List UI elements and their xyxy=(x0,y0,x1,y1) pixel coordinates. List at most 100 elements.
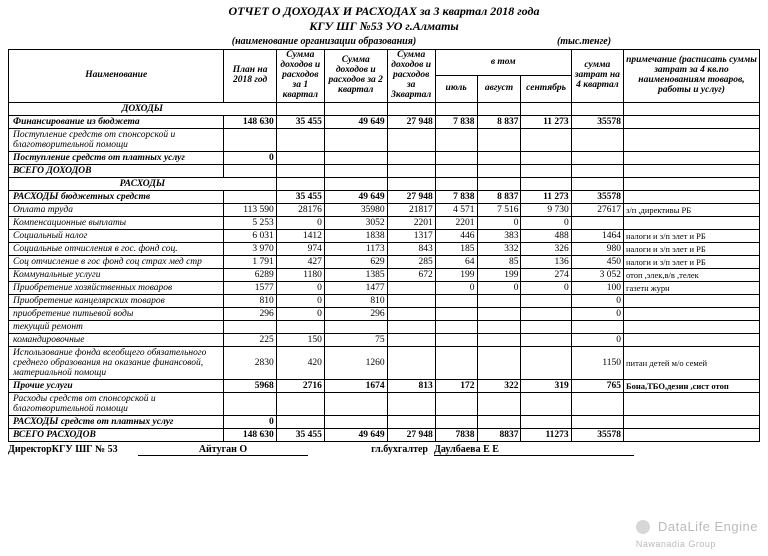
unit-note: (тыс.тенге) xyxy=(434,36,734,47)
row-value: 150 xyxy=(276,333,324,346)
row-value xyxy=(435,392,477,415)
row-value: 0 xyxy=(571,333,623,346)
row-value: 1260 xyxy=(324,346,387,379)
row-note xyxy=(623,294,759,307)
row-value xyxy=(521,128,571,151)
row-value: 11 273 xyxy=(521,115,571,128)
row-value xyxy=(435,164,477,177)
table-row: приобретение питьевой воды29602960 xyxy=(9,307,760,320)
row-value: 1317 xyxy=(387,229,435,242)
row-label: Приобретение хозяйственных товаров xyxy=(9,281,224,294)
h-q2: Сумма доходов и расходов за 2 квартал xyxy=(324,50,387,103)
row-value xyxy=(324,164,387,177)
row-value: 0 xyxy=(521,281,571,294)
row-value: 2716 xyxy=(276,379,324,392)
table-row: командировочные225150750 xyxy=(9,333,760,346)
row-note: Бона,ТБО,дезин ,сист отоп xyxy=(623,379,759,392)
row-value xyxy=(387,128,435,151)
row-value xyxy=(571,415,623,428)
h-aug: август xyxy=(477,76,521,102)
row-label: Использование фонда всеобщего обязательн… xyxy=(9,346,224,379)
section-header: ДОХОДЫ xyxy=(9,102,277,115)
row-label: Расходы средств от спонсорской и благотв… xyxy=(9,392,224,415)
row-value: 1 791 xyxy=(224,255,276,268)
row-value: 9 730 xyxy=(521,203,571,216)
row-value: 0 xyxy=(435,281,477,294)
table-row: Поступление средств от спонсорской и бла… xyxy=(9,128,760,151)
row-value: 446 xyxy=(435,229,477,242)
row-value xyxy=(276,164,324,177)
row-value xyxy=(435,346,477,379)
row-value: 49 649 xyxy=(324,115,387,128)
row-value xyxy=(521,164,571,177)
row-value: 35 455 xyxy=(276,428,324,441)
section-header: РАСХОДЫ xyxy=(9,177,277,190)
table-row: Компенсационные выплаты5 253030522201220… xyxy=(9,216,760,229)
row-value: 427 xyxy=(276,255,324,268)
table-row: РАСХОДЫ средств от платных услуг0 xyxy=(9,415,760,428)
empty-cell xyxy=(324,177,387,190)
row-label: ВСЕГО РАСХОДОВ xyxy=(9,428,224,441)
h-q3: Сумма доходов и расходов за 3квартал xyxy=(387,50,435,103)
row-value xyxy=(224,128,276,151)
org-name: КГУ ШГ №53 УО г.Алматы xyxy=(8,19,760,34)
row-label: Коммунальные услуги xyxy=(9,268,224,281)
row-note xyxy=(623,128,759,151)
watermark: DataLife Engine Nawanadia Group xyxy=(636,519,758,550)
h-sep: сентябрь xyxy=(521,76,571,102)
row-value: 322 xyxy=(477,379,521,392)
row-value: 27 948 xyxy=(387,190,435,203)
table-row: Коммунальные услуги628911801385672199199… xyxy=(9,268,760,281)
row-value xyxy=(435,415,477,428)
row-label: РАСХОДЫ бюджетных средств xyxy=(9,190,224,203)
row-label: РАСХОДЫ средств от платных услуг xyxy=(9,415,224,428)
row-value: 0 xyxy=(276,216,324,229)
row-value: 1150 xyxy=(571,346,623,379)
row-value: 7 516 xyxy=(477,203,521,216)
row-value: 810 xyxy=(224,294,276,307)
row-value: 7 838 xyxy=(435,115,477,128)
signature-row: ДиректорКГУ ШГ № 53 Айтуган О гл.бухгалт… xyxy=(8,444,760,456)
row-note: газетн журн xyxy=(623,281,759,294)
table-row: ВСЕГО ДОХОДОВ xyxy=(9,164,760,177)
row-note xyxy=(623,216,759,229)
row-value xyxy=(324,392,387,415)
row-value xyxy=(224,392,276,415)
row-label: Приобретение канцелярских товаров xyxy=(9,294,224,307)
row-value: 5968 xyxy=(224,379,276,392)
row-note: питан детей м/о семей xyxy=(623,346,759,379)
empty-cell xyxy=(324,102,387,115)
row-value: 420 xyxy=(276,346,324,379)
row-value xyxy=(224,190,276,203)
row-value: 5 253 xyxy=(224,216,276,229)
table-row: РАСХОДЫ бюджетных средств35 45549 64927 … xyxy=(9,190,760,203)
row-value xyxy=(477,294,521,307)
row-value: 8 837 xyxy=(477,115,521,128)
row-value: 0 xyxy=(571,294,623,307)
row-value: 980 xyxy=(571,242,623,255)
table-row: ВСЕГО РАСХОДОВ148 63035 45549 64927 9487… xyxy=(9,428,760,441)
row-value xyxy=(387,320,435,333)
row-value: 488 xyxy=(521,229,571,242)
row-value xyxy=(435,151,477,164)
row-value: 27617 xyxy=(571,203,623,216)
row-value: 0 xyxy=(276,281,324,294)
row-label: командировочные xyxy=(9,333,224,346)
row-value xyxy=(276,320,324,333)
row-value xyxy=(324,415,387,428)
row-value: 136 xyxy=(521,255,571,268)
empty-cell xyxy=(477,102,521,115)
row-value: 274 xyxy=(521,268,571,281)
row-value: 148 630 xyxy=(224,115,276,128)
table-row: Прочие услуги596827161674813172322319765… xyxy=(9,379,760,392)
row-value xyxy=(571,128,623,151)
row-value: 1577 xyxy=(224,281,276,294)
row-value xyxy=(324,320,387,333)
row-value: 100 xyxy=(571,281,623,294)
row-value: 11273 xyxy=(521,428,571,441)
row-value xyxy=(477,320,521,333)
row-value xyxy=(521,307,571,320)
row-value: 1838 xyxy=(324,229,387,242)
table-row: Поступление средств от платных услуг0 xyxy=(9,151,760,164)
empty-cell xyxy=(435,102,477,115)
